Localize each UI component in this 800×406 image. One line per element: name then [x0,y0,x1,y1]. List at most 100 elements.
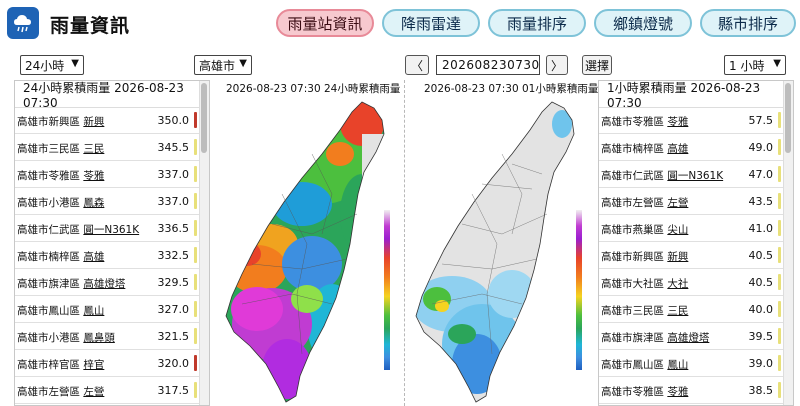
table-row[interactable]: 高雄市仁武區 圓一N361K 47.0 [599,162,783,188]
rain-cloud-icon[interactable] [7,7,39,39]
table-row[interactable]: 高雄市小港區 鳳鼻頭 321.5 [15,324,199,350]
table-row[interactable]: 高雄市左營區 左營 317.5 [15,378,199,404]
table-row[interactable]: 高雄市苓雅區 苓雅 38.5 [599,378,783,404]
right-map-title: 2026-08-23 07:30 01小時累積雨量 [424,83,599,95]
station-link[interactable]: 苓雅 [667,116,689,128]
rainfall-value: 38.5 [748,384,774,397]
level-bar [778,274,781,290]
right-rainfall-map[interactable] [402,94,592,406]
table-row[interactable]: 高雄市旗津區 高雄燈塔 39.5 [599,324,783,350]
rainfall-value: 40.5 [748,276,774,289]
rainfall-value: 345.5 [157,141,190,154]
station-link[interactable]: 鳳森 [83,197,105,209]
hour-select[interactable]: 1 小時 ▼ [724,55,786,75]
station-location: 高雄市鳳山區 鳳山 [601,359,689,371]
station-link[interactable]: 新興 [83,116,105,128]
left-scrollbar[interactable] [199,81,209,405]
left-map-title: 2026-08-23 07:30 24小時累積雨量 [226,83,401,95]
rainfall-value: 321.5 [157,330,190,343]
table-row[interactable]: 高雄市新興區 新興 40.5 [599,243,783,269]
station-link[interactable]: 左營 [667,197,689,209]
level-bar [778,355,781,371]
level-bar [194,139,197,155]
station-location: 高雄市小港區 鳳鼻頭 [17,332,115,344]
station-link[interactable]: 圓一N361K [667,170,724,182]
table-row[interactable]: 高雄市左營區 左營 43.5 [599,189,783,215]
right-scrollbar[interactable] [783,81,793,405]
choose-button[interactable]: 選擇 [582,55,612,75]
table-row[interactable]: 高雄市楠梓區 高雄 332.5 [15,243,199,269]
station-location: 高雄市大社區 大社 [601,278,689,290]
tab-rain-ranking[interactable]: 雨量排序 [488,9,586,37]
table-row[interactable]: 高雄市大社區 大社 40.5 [599,270,783,296]
station-link[interactable]: 大社 [667,278,689,290]
rainfall-value: 57.5 [748,114,774,127]
station-link[interactable]: 鳳山 [667,359,689,371]
table-row[interactable]: 高雄市三民區 三民 40.0 [599,297,783,323]
level-bar [194,274,197,290]
period-select-value: 24小時 [25,58,65,73]
station-location: 高雄市新興區 新興 [601,251,689,263]
prev-time-button[interactable]: 〈 [405,55,429,75]
table-row[interactable]: 高雄市楠梓區 高雄 49.0 [599,135,783,161]
map-divider [404,80,405,406]
table-row[interactable]: 高雄市燕巢區 尖山 41.0 [599,216,783,242]
level-bar [194,220,197,236]
level-bar [194,328,197,344]
station-link[interactable]: 左營 [83,386,105,398]
left-colorbar [384,210,390,370]
next-time-button[interactable]: 〉 [546,55,568,75]
station-link[interactable]: 三民 [667,305,689,317]
station-link[interactable]: 高雄燈塔 [83,278,126,290]
level-bar [778,328,781,344]
station-link[interactable]: 苓雅 [83,170,105,182]
table-row[interactable]: 高雄市苓雅區 苓雅 337.0 [15,162,199,188]
table-row[interactable]: 高雄市三民區 三民 345.5 [15,135,199,161]
table-row[interactable]: 高雄市旗津區 高雄燈塔 329.5 [15,270,199,296]
station-link[interactable]: 苓雅 [667,386,689,398]
table-row[interactable]: 高雄市鳳山區 鳳山 39.0 [599,351,783,377]
level-bar [194,301,197,317]
table-row[interactable]: 高雄市小港區 鳳森 337.0 [15,189,199,215]
rainfall-value: 43.5 [748,195,774,208]
station-link[interactable]: 鳳鼻頭 [83,332,115,344]
tab-rain-radar[interactable]: 降雨雷達 [382,9,480,37]
tab-county-ranking[interactable]: 縣市排序 [700,9,796,37]
tab-township-lights[interactable]: 鄉鎮燈號 [594,9,692,37]
station-location: 高雄市燕巢區 尖山 [601,224,689,236]
table-row[interactable]: 高雄市梓官區 梓官 320.0 [15,351,199,377]
city-select[interactable]: 高雄市 ▼ [194,55,252,75]
tab-station-info[interactable]: 雨量站資訊 [276,9,374,37]
station-location: 高雄市梓官區 梓官 [17,359,105,371]
station-location: 高雄市三民區 三民 [601,305,689,317]
station-link[interactable]: 圓一N361K [83,224,140,236]
table-row[interactable]: 高雄市鳳山區 鳳山 327.0 [15,297,199,323]
rainfall-value: 41.0 [748,222,774,235]
left-panel-heading: 24小時累積雨量 2026-08-23 07:30 [15,81,209,110]
station-link[interactable]: 新興 [667,251,689,263]
station-link[interactable]: 三民 [83,143,105,155]
chevron-down-icon: ▼ [239,58,247,69]
level-bar [778,247,781,263]
table-row[interactable]: 高雄市新興區 新興 350.0 [15,108,199,134]
app-title: 雨量資訊 [50,15,131,37]
station-link[interactable]: 梓官 [83,359,105,371]
station-location: 高雄市三民區 三民 [17,143,105,155]
station-link[interactable]: 高雄 [83,251,105,263]
table-row[interactable]: 高雄市仁武區 圓一N361K 336.5 [15,216,199,242]
rainfall-value: 317.5 [157,384,190,397]
right-ranking-panel: 1小時累積雨量 2026-08-23 07:30 高雄市苓雅區 苓雅 57.5 高雄… [598,80,794,406]
rainfall-value: 337.0 [157,195,190,208]
station-link[interactable]: 高雄 [667,143,689,155]
rainfall-value: 39.5 [748,330,774,343]
station-link[interactable]: 鳳山 [83,305,105,317]
station-link[interactable]: 高雄燈塔 [667,332,710,344]
level-bar [194,166,197,182]
station-link[interactable]: 尖山 [667,224,689,236]
period-select[interactable]: 24小時 ▼ [20,55,84,75]
table-row[interactable]: 高雄市苓雅區 苓雅 57.5 [599,108,783,134]
level-bar [194,355,197,371]
left-rainfall-map[interactable] [212,94,402,406]
station-location: 高雄市苓雅區 苓雅 [17,170,105,182]
time-input[interactable]: 202608230730 [436,55,540,75]
